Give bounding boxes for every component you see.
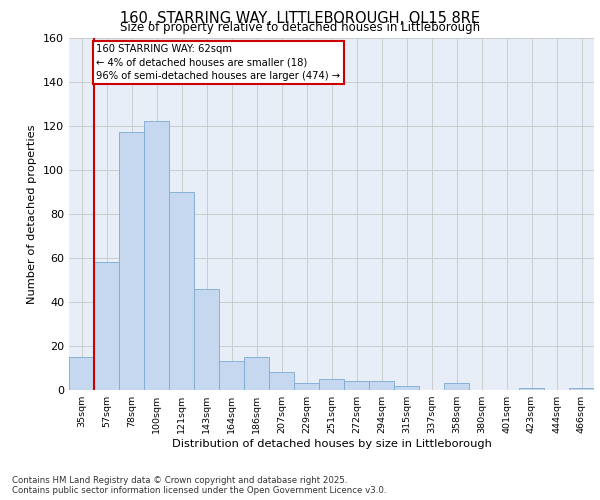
- Bar: [444, 384, 469, 390]
- Bar: [94, 262, 119, 390]
- Bar: [269, 372, 294, 390]
- Bar: [294, 384, 319, 390]
- Bar: [194, 288, 219, 390]
- Text: Size of property relative to detached houses in Littleborough: Size of property relative to detached ho…: [120, 22, 480, 35]
- Bar: [369, 381, 394, 390]
- Text: 160, STARRING WAY, LITTLEBOROUGH, OL15 8RE: 160, STARRING WAY, LITTLEBOROUGH, OL15 8…: [120, 11, 480, 26]
- Bar: [344, 381, 369, 390]
- Bar: [319, 379, 344, 390]
- Text: Contains HM Land Registry data © Crown copyright and database right 2025.
Contai: Contains HM Land Registry data © Crown c…: [12, 476, 386, 495]
- Bar: [119, 132, 144, 390]
- Bar: [244, 357, 269, 390]
- Bar: [169, 192, 194, 390]
- Bar: [569, 388, 594, 390]
- Bar: [219, 362, 244, 390]
- Y-axis label: Number of detached properties: Number of detached properties: [28, 124, 37, 304]
- X-axis label: Distribution of detached houses by size in Littleborough: Distribution of detached houses by size …: [172, 439, 491, 449]
- Bar: [69, 357, 94, 390]
- Bar: [519, 388, 544, 390]
- Bar: [394, 386, 419, 390]
- Bar: [144, 121, 169, 390]
- Text: 160 STARRING WAY: 62sqm
← 4% of detached houses are smaller (18)
96% of semi-det: 160 STARRING WAY: 62sqm ← 4% of detached…: [97, 44, 341, 80]
